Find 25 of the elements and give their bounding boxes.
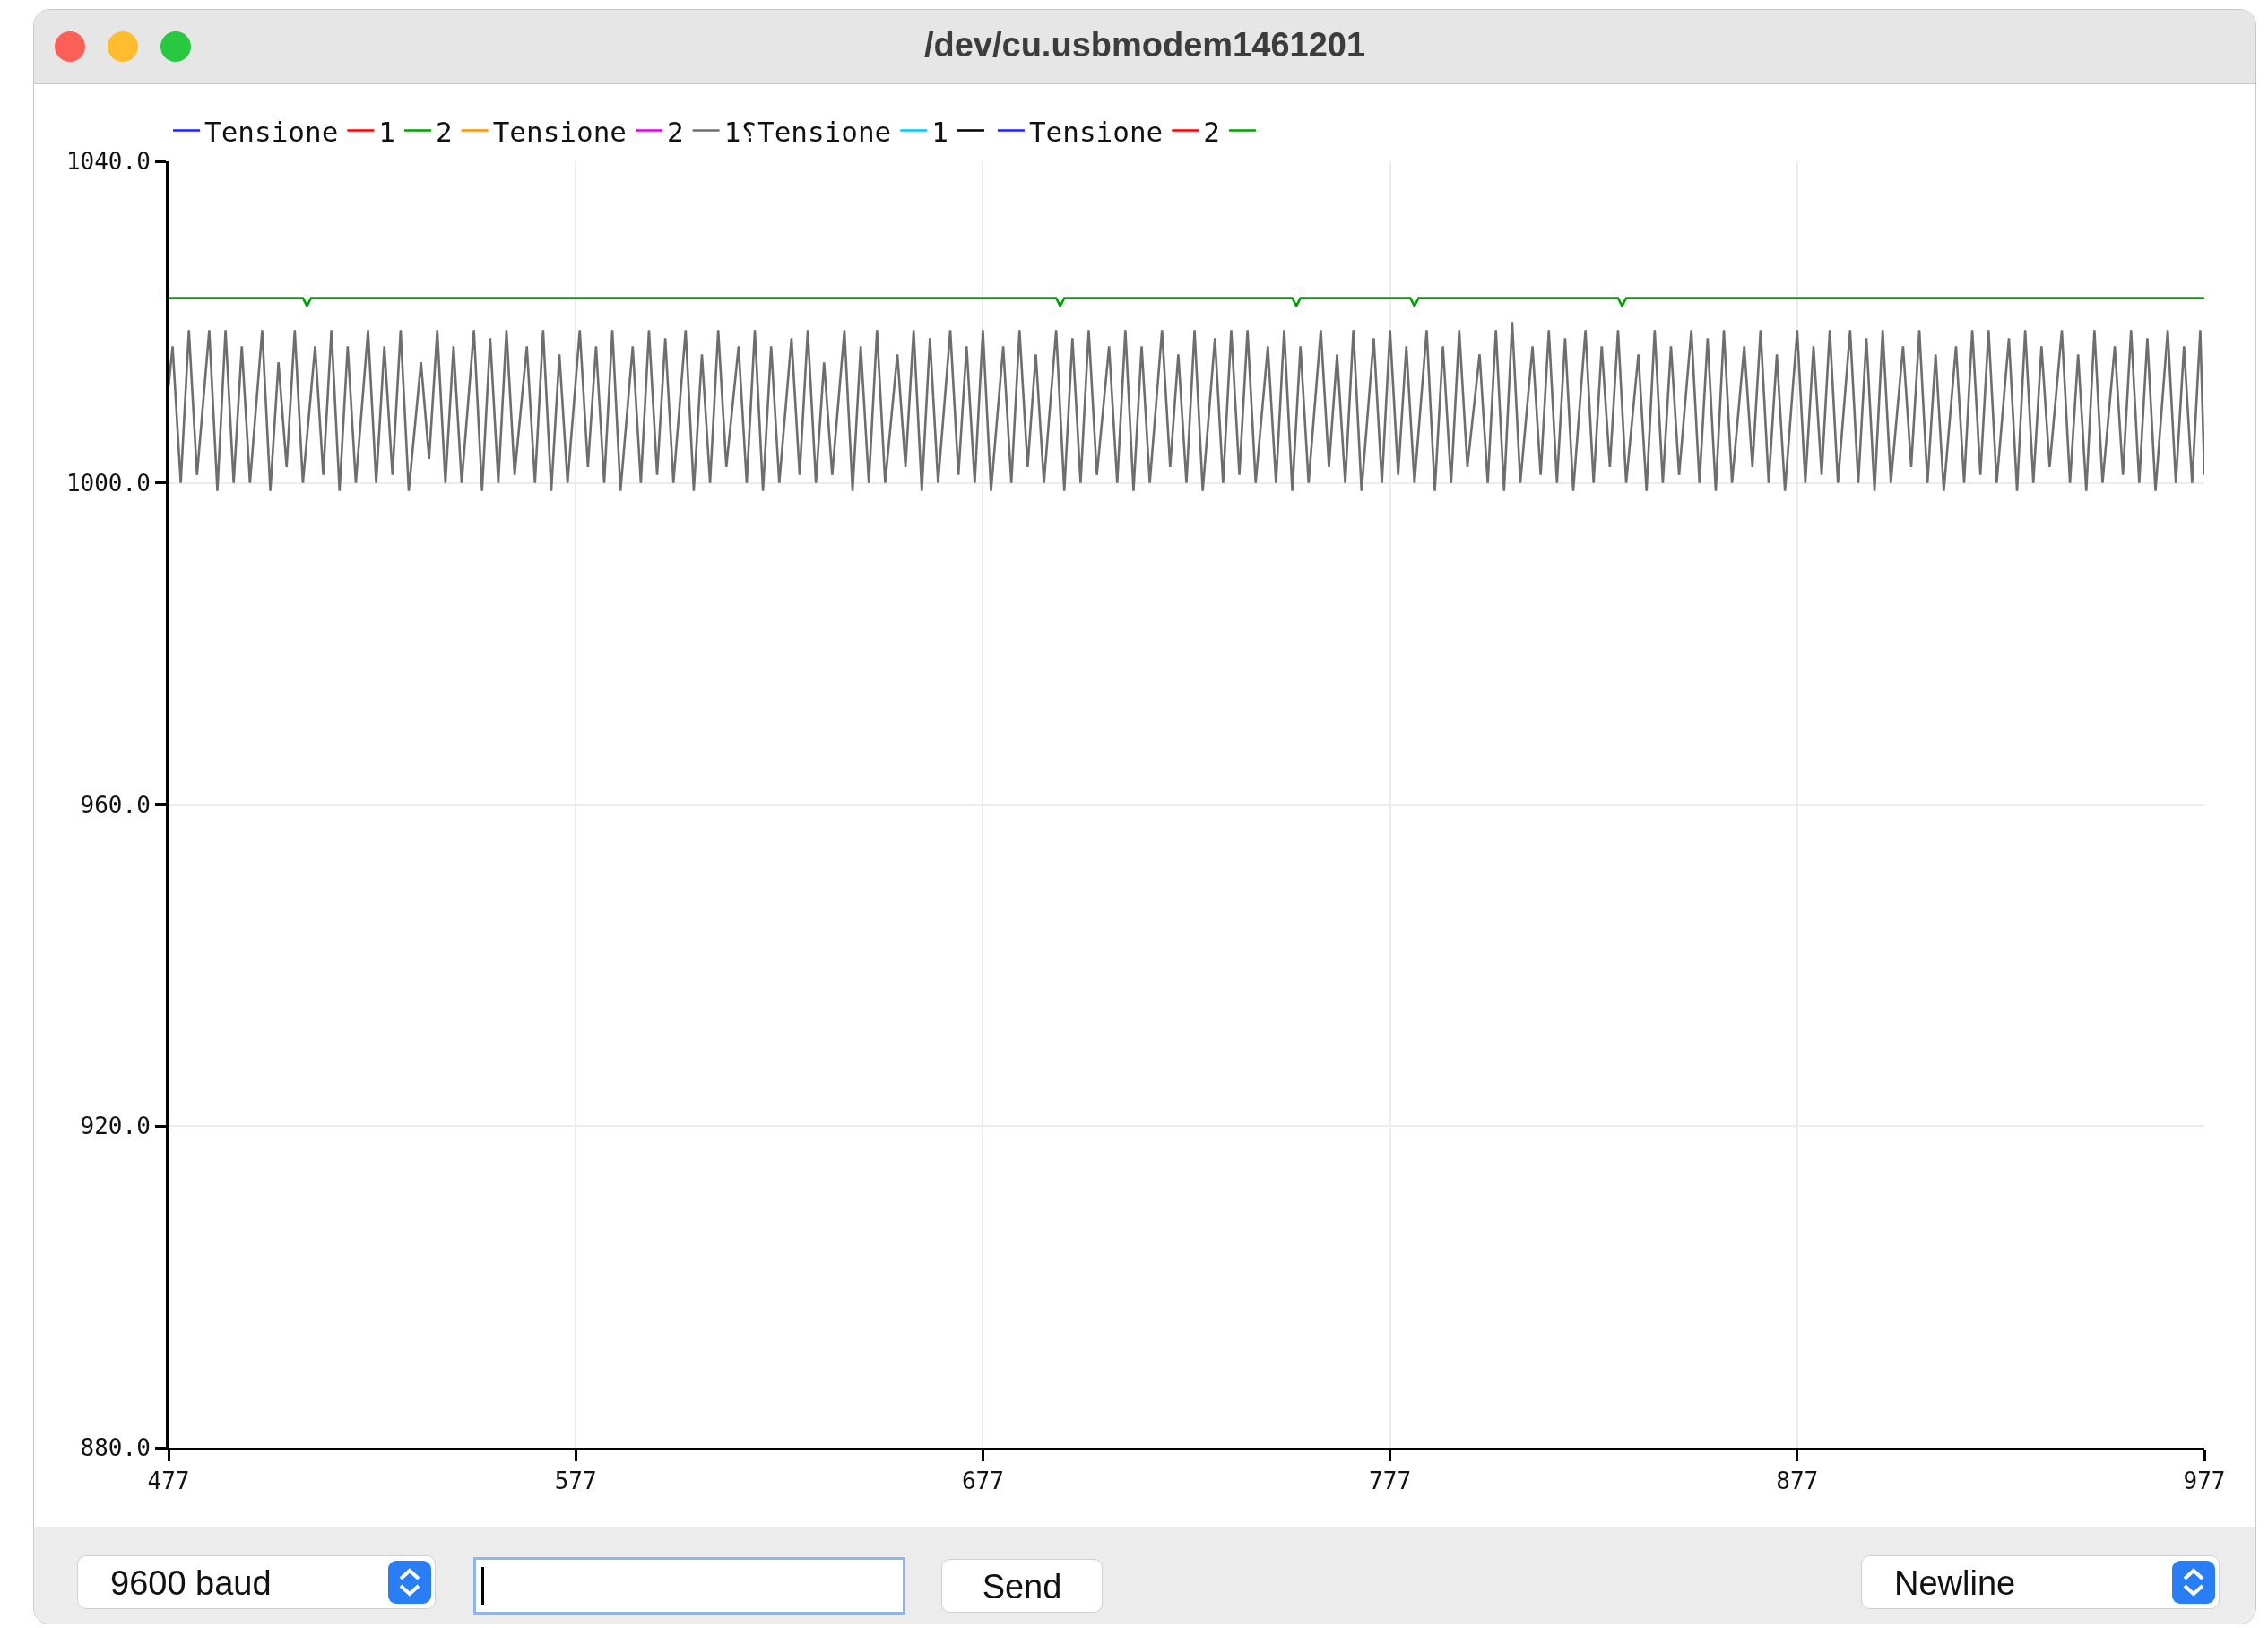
legend-label: 1⸮Tensione bbox=[723, 115, 892, 148]
x-tick-label: 777 bbox=[1369, 1468, 1412, 1495]
x-tick-label: 677 bbox=[961, 1468, 1004, 1495]
x-tick-label: 977 bbox=[2183, 1468, 2226, 1495]
x-tick-label: 577 bbox=[554, 1468, 597, 1495]
legend-label: 1 bbox=[378, 115, 395, 148]
y-tick-label: 1040.0 bbox=[65, 148, 151, 176]
text: Newline bbox=[1894, 1564, 2016, 1602]
text: Send bbox=[941, 1559, 1103, 1613]
legend-label: 2 bbox=[1203, 115, 1220, 148]
legend-label: 2 bbox=[435, 115, 453, 148]
legend-label: Tensione bbox=[492, 115, 627, 148]
line-series bbox=[169, 321, 2204, 493]
y-tick-label: 960.0 bbox=[80, 791, 151, 818]
legend-label: Tensione bbox=[1028, 115, 1164, 148]
x-tick-label: 877 bbox=[1776, 1468, 1819, 1495]
y-tick-label: 880.0 bbox=[80, 1434, 151, 1462]
chart-title: /dev/cu.usbmodem1461201 bbox=[922, 26, 1367, 65]
legend-label: 1 bbox=[931, 115, 948, 148]
legend-label: Tensione bbox=[204, 115, 339, 148]
legend-label: 2 bbox=[666, 115, 684, 148]
text: 9600 baud bbox=[110, 1564, 272, 1602]
x-tick-label: 477 bbox=[147, 1468, 190, 1495]
y-tick-label: 920.0 bbox=[80, 1113, 151, 1140]
y-tick-label: 1000.0 bbox=[65, 469, 151, 497]
